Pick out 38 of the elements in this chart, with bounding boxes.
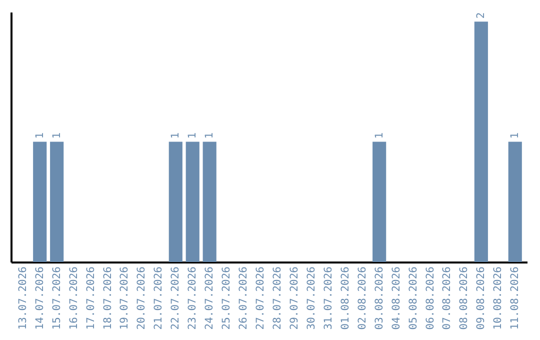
x-tick-label: 16.07.2026 bbox=[68, 266, 80, 330]
x-tick-label: 02.08.2026 bbox=[356, 266, 368, 330]
x-tick-label: 09.08.2026 bbox=[475, 266, 488, 330]
x-tick-label: 27.07.2026 bbox=[254, 266, 267, 330]
x-tick-label: 28.07.2026 bbox=[271, 266, 284, 330]
x-tick-label: 08.08.2026 bbox=[458, 266, 470, 330]
x-tick-label: 24.07.2026 bbox=[204, 266, 216, 330]
data-label: 1 bbox=[34, 132, 46, 139]
data-label: 1 bbox=[186, 132, 199, 139]
x-tick-label: 25.07.2026 bbox=[220, 266, 233, 330]
x-tick-label: 05.08.2026 bbox=[407, 266, 420, 330]
data-label: 1 bbox=[509, 132, 522, 139]
x-tick-label: 04.08.2026 bbox=[390, 266, 402, 330]
data-label: 2 bbox=[475, 12, 488, 19]
x-tick-label: 20.07.2026 bbox=[136, 266, 148, 330]
x-tick-label: 06.08.2026 bbox=[424, 266, 436, 330]
x-tick-label: 26.07.2026 bbox=[238, 266, 250, 330]
x-tick-label: 22.07.2026 bbox=[170, 266, 182, 330]
data-label: 1 bbox=[170, 132, 182, 139]
x-tick-label: 10.08.2026 bbox=[492, 266, 504, 330]
x-tick-label: 19.07.2026 bbox=[118, 266, 131, 330]
x-tick-label: 17.07.2026 bbox=[84, 266, 97, 330]
x-tick-label: 14.07.2026 bbox=[34, 266, 46, 330]
x-tick-label: 30.07.2026 bbox=[305, 266, 318, 330]
data-label: 1 bbox=[50, 132, 63, 139]
x-tick-label: 23.07.2026 bbox=[186, 266, 199, 330]
x-tick-label: 03.08.2026 bbox=[373, 266, 386, 330]
x-tick-label: 01.08.2026 bbox=[339, 266, 352, 330]
x-tick-label: 07.08.2026 bbox=[441, 266, 454, 330]
data-label: 1 bbox=[373, 132, 386, 139]
data-label: 1 bbox=[204, 132, 216, 139]
x-tick-label: 18.07.2026 bbox=[102, 266, 114, 330]
x-tick-label: 15.07.2026 bbox=[50, 266, 63, 330]
x-tick-label: 29.07.2026 bbox=[288, 266, 300, 330]
x-tick-label: 21.07.2026 bbox=[152, 266, 165, 330]
x-tick-label: 13.07.2026 bbox=[16, 266, 29, 330]
x-tick-label: 31.07.2026 bbox=[322, 266, 334, 330]
x-tick-label: 11.08.2026 bbox=[509, 266, 522, 330]
